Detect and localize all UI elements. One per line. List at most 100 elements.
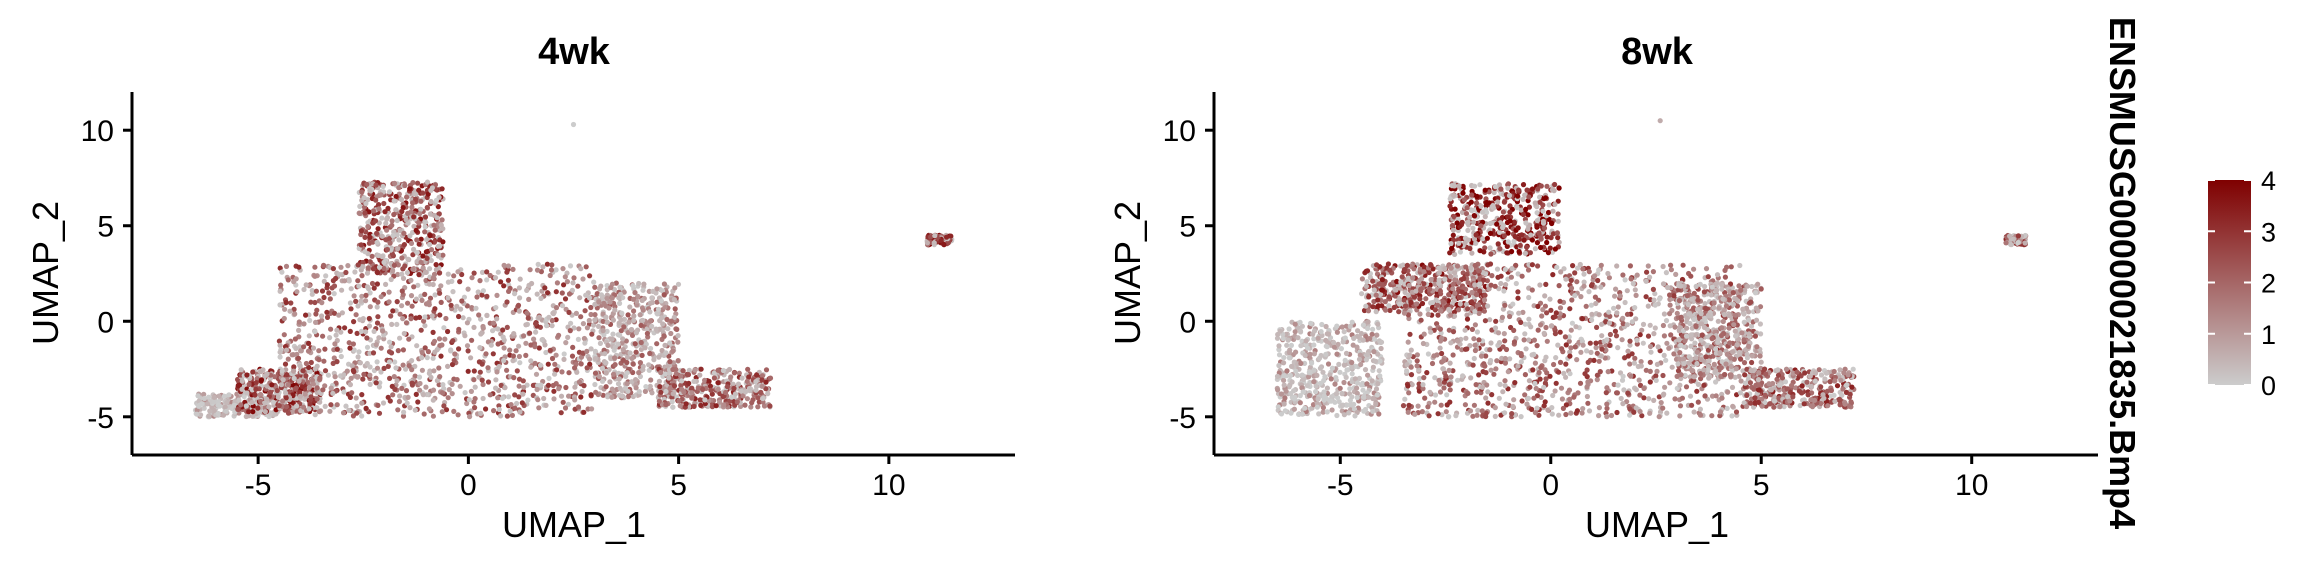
cell-point bbox=[1283, 388, 1289, 394]
cell-point bbox=[683, 401, 689, 407]
cell-point bbox=[430, 397, 436, 403]
cell-point bbox=[475, 289, 481, 295]
cell-point bbox=[592, 312, 598, 318]
cell-point bbox=[1520, 196, 1526, 202]
cell-point bbox=[574, 369, 580, 375]
cell-point bbox=[1557, 305, 1564, 311]
cell-point bbox=[1519, 232, 1525, 238]
cell-point bbox=[330, 390, 336, 396]
cell-point bbox=[1379, 277, 1385, 283]
cell-point bbox=[399, 255, 405, 261]
cell-point bbox=[1485, 389, 1491, 395]
cell-point bbox=[1489, 392, 1495, 398]
cell-point bbox=[1364, 279, 1370, 285]
cell-point bbox=[1517, 242, 1523, 248]
cell-point bbox=[1510, 403, 1516, 410]
cell-point bbox=[1568, 327, 1574, 333]
cell-point bbox=[1568, 345, 1574, 351]
cell-point bbox=[427, 211, 433, 217]
cell-point bbox=[396, 398, 402, 405]
cell-point bbox=[431, 368, 437, 374]
cell-point bbox=[565, 334, 571, 340]
cell-point bbox=[1298, 343, 1304, 349]
cell-point bbox=[201, 391, 207, 397]
cell-point bbox=[1504, 219, 1511, 226]
cell-point bbox=[377, 380, 383, 386]
cell-point bbox=[1334, 329, 1340, 335]
cell-point bbox=[640, 307, 646, 313]
cell-point bbox=[1393, 287, 1399, 293]
cell-point bbox=[462, 390, 468, 396]
cell-point bbox=[517, 409, 523, 415]
cell-point bbox=[1520, 309, 1526, 315]
cell-point bbox=[639, 297, 645, 303]
cell-point bbox=[1501, 288, 1507, 294]
cell-point bbox=[277, 349, 283, 355]
cell-point bbox=[615, 341, 621, 347]
cell-point bbox=[391, 211, 397, 218]
cell-point bbox=[391, 262, 397, 268]
cell-point bbox=[1549, 411, 1555, 417]
cell-point bbox=[1482, 245, 1488, 251]
cell-point bbox=[667, 340, 673, 346]
cell-point bbox=[738, 388, 744, 394]
cell-point bbox=[1612, 328, 1618, 334]
cell-point bbox=[316, 348, 322, 354]
cell-point bbox=[708, 387, 714, 393]
cell-point bbox=[1662, 384, 1668, 390]
cell-point bbox=[320, 333, 326, 339]
cell-point bbox=[565, 401, 572, 407]
cell-point bbox=[1537, 194, 1543, 200]
cell-point bbox=[371, 328, 377, 334]
cell-point bbox=[578, 394, 584, 400]
cell-point bbox=[1578, 349, 1584, 355]
cell-point bbox=[636, 280, 642, 287]
cell-point bbox=[215, 402, 221, 408]
cell-point bbox=[1402, 289, 1408, 295]
cell-point bbox=[1567, 306, 1573, 312]
cell-point bbox=[291, 368, 297, 374]
cell-point bbox=[1376, 368, 1382, 374]
cell-point bbox=[1477, 306, 1483, 312]
cell-point bbox=[287, 308, 293, 314]
cell-point bbox=[480, 288, 486, 294]
cell-point bbox=[674, 326, 680, 332]
cell-point bbox=[292, 386, 298, 392]
cell-point bbox=[380, 183, 386, 190]
cell-point bbox=[1560, 405, 1566, 411]
cell-point bbox=[1478, 223, 1484, 229]
cell-point bbox=[559, 369, 565, 375]
cell-point bbox=[1461, 275, 1467, 282]
cell-point bbox=[1540, 218, 1546, 224]
cell-point bbox=[1725, 389, 1731, 395]
cell-point bbox=[649, 390, 655, 396]
cell-point bbox=[246, 409, 252, 415]
cell-point bbox=[1482, 214, 1488, 220]
cell-point bbox=[484, 293, 490, 299]
cell-point bbox=[327, 335, 333, 341]
cell-point bbox=[516, 285, 523, 291]
cell-point bbox=[394, 232, 400, 238]
cell-point bbox=[1671, 351, 1677, 357]
cell-point bbox=[1452, 251, 1458, 257]
cell-point bbox=[1357, 352, 1363, 358]
cell-point bbox=[1416, 381, 1422, 387]
cell-point bbox=[615, 381, 622, 387]
cell-point bbox=[630, 296, 637, 302]
cell-point bbox=[416, 241, 422, 247]
cell-point bbox=[1452, 206, 1458, 212]
cell-point bbox=[367, 234, 373, 240]
cell-point bbox=[1476, 310, 1482, 316]
cell-point bbox=[292, 336, 298, 342]
cell-point bbox=[266, 404, 272, 410]
cell-point bbox=[1487, 261, 1494, 267]
cell-point bbox=[1540, 208, 1546, 214]
cell-point bbox=[1538, 183, 1544, 189]
cell-point bbox=[563, 384, 569, 391]
cell-point bbox=[379, 215, 385, 221]
cell-point bbox=[756, 399, 762, 405]
cell-point bbox=[589, 331, 595, 337]
cell-point bbox=[406, 363, 412, 369]
cell-point bbox=[609, 336, 615, 342]
cell-point bbox=[1543, 324, 1549, 331]
